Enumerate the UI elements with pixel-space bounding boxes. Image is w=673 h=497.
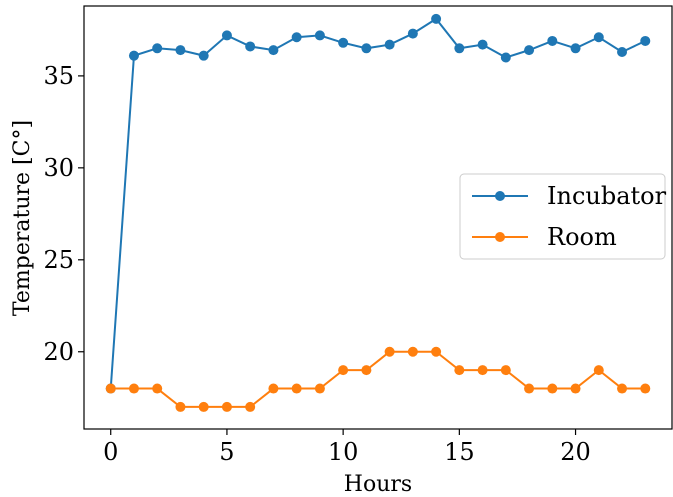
x-tick-label: 20 [560, 438, 591, 466]
data-point-room [640, 383, 651, 394]
data-point-incubator [454, 43, 465, 54]
data-point-incubator [524, 45, 535, 56]
data-point-room [547, 383, 558, 394]
x-axis-label: Hours [344, 472, 412, 497]
data-point-room [291, 383, 302, 394]
data-point-incubator [477, 39, 488, 50]
data-point-incubator [175, 45, 186, 56]
legend-label-room: Room [547, 223, 617, 251]
data-point-room [338, 365, 349, 376]
data-point-incubator [245, 41, 256, 52]
data-point-room [431, 346, 442, 357]
data-point-incubator [314, 30, 325, 41]
x-tick-label: 10 [328, 438, 359, 466]
data-point-incubator [291, 32, 302, 43]
data-point-incubator [547, 35, 558, 46]
data-point-incubator [221, 30, 232, 41]
data-point-room [500, 365, 511, 376]
data-point-room [198, 401, 209, 412]
y-axis-label: Temperature [C°] [10, 120, 35, 316]
data-point-incubator [268, 45, 279, 56]
legend-marker-room [495, 232, 505, 242]
y-tick-label: 25 [43, 246, 74, 274]
data-point-incubator [570, 43, 581, 54]
data-point-incubator [128, 50, 139, 61]
series-layer [105, 13, 651, 412]
data-point-room [570, 383, 581, 394]
data-point-room [477, 365, 488, 376]
data-point-room [128, 383, 139, 394]
axes-frame [83, 5, 673, 430]
data-point-incubator [198, 50, 209, 61]
data-point-incubator [640, 35, 651, 46]
y-tick-label: 35 [43, 62, 74, 90]
data-point-room [221, 401, 232, 412]
data-point-room [384, 346, 395, 357]
data-point-incubator [338, 37, 349, 48]
data-point-incubator [593, 32, 604, 43]
y-tick-label: 20 [43, 338, 74, 366]
data-point-room [105, 383, 116, 394]
data-point-incubator [407, 28, 418, 39]
data-point-room [593, 365, 604, 376]
x-tick-label: 0 [103, 438, 118, 466]
data-point-incubator [500, 52, 511, 63]
axes-layer: 0 5 10 15 20 20 25 30 35 [43, 5, 673, 466]
data-point-room [314, 383, 325, 394]
y-tick-label: 30 [43, 154, 74, 182]
data-point-incubator [431, 13, 442, 24]
data-point-room [268, 383, 279, 394]
data-point-room [617, 383, 628, 394]
data-point-room [152, 383, 163, 394]
legend-marker-incubator [495, 191, 505, 201]
data-point-room [361, 365, 372, 376]
x-tick-label: 15 [444, 438, 475, 466]
data-point-incubator [361, 43, 372, 54]
legend-label-incubator: Incubator [547, 182, 667, 210]
data-point-incubator [617, 46, 628, 57]
data-point-incubator [152, 43, 163, 54]
data-point-room [524, 383, 535, 394]
data-point-room [245, 401, 256, 412]
data-point-incubator [384, 39, 395, 50]
data-point-room [175, 401, 186, 412]
legend: Incubator Room [459, 173, 667, 260]
data-point-room [407, 346, 418, 357]
data-point-room [454, 365, 465, 376]
x-tick-label: 5 [219, 438, 234, 466]
